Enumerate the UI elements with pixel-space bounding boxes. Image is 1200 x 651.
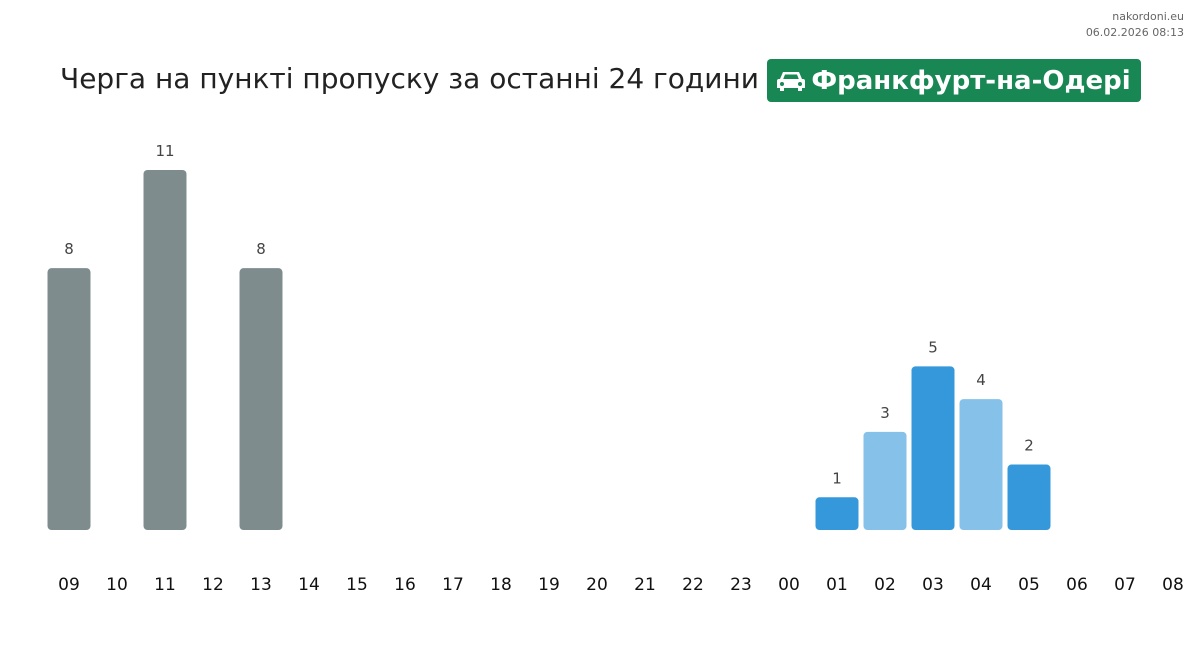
data-label-03: 5 <box>928 338 938 356</box>
x-tick-label: 21 <box>634 575 656 595</box>
x-tick-label: 23 <box>730 575 752 595</box>
page-title: Черга на пункті пропуску за останні 24 г… <box>60 62 759 95</box>
x-tick-label: 18 <box>490 575 512 595</box>
x-tick-label: 14 <box>298 575 320 595</box>
bar-09 <box>47 268 91 530</box>
bar-02 <box>863 431 907 530</box>
data-label-13: 8 <box>256 240 266 258</box>
data-label-09: 8 <box>64 240 74 258</box>
bar-01 <box>815 497 859 530</box>
x-tick-label: 00 <box>778 575 800 595</box>
x-tick-label: 09 <box>58 575 80 595</box>
bar-13 <box>239 268 283 530</box>
data-label-02: 3 <box>880 404 890 422</box>
source-timestamp: 06.02.2026 08:13 <box>1085 26 1184 39</box>
data-label-11: 11 <box>155 142 174 160</box>
x-tick-label: 20 <box>586 575 608 595</box>
data-label-01: 1 <box>832 469 842 487</box>
car-icon <box>777 71 806 91</box>
x-tick-label: 12 <box>202 575 224 595</box>
x-tick-label: 17 <box>442 575 464 595</box>
x-tick-label: 05 <box>1018 575 1040 595</box>
bar-04 <box>959 399 1003 530</box>
x-tick-label: 06 <box>1066 575 1088 595</box>
x-tick-label: 10 <box>106 575 128 595</box>
x-tick-label: 22 <box>682 575 704 595</box>
x-tick-label: 11 <box>154 575 176 595</box>
bar-11 <box>143 170 187 530</box>
data-label-04: 4 <box>976 371 986 389</box>
x-tick-label: 16 <box>394 575 416 595</box>
bar-05 <box>1007 464 1051 530</box>
bar-03 <box>911 366 955 530</box>
x-tick-label: 03 <box>922 575 944 595</box>
x-tick-label: 02 <box>874 575 896 595</box>
source-info: nakordoni.eu 06.02.2026 08:13 <box>1086 9 1184 41</box>
x-tick-label: 08 <box>1162 575 1184 595</box>
x-tick-label: 15 <box>346 575 368 595</box>
x-tick-label: 07 <box>1114 575 1136 595</box>
checkpoint-badge: Франкфурт-на-Одері <box>767 59 1141 102</box>
data-label-05: 2 <box>1024 437 1034 455</box>
x-tick-label: 01 <box>826 575 848 595</box>
checkpoint-name: Франкфурт-на-Одері <box>811 65 1131 96</box>
source-site: nakordoni.eu <box>1112 10 1184 23</box>
x-tick-label: 19 <box>538 575 560 595</box>
x-tick-label: 13 <box>250 575 272 595</box>
x-tick-label: 04 <box>970 575 992 595</box>
